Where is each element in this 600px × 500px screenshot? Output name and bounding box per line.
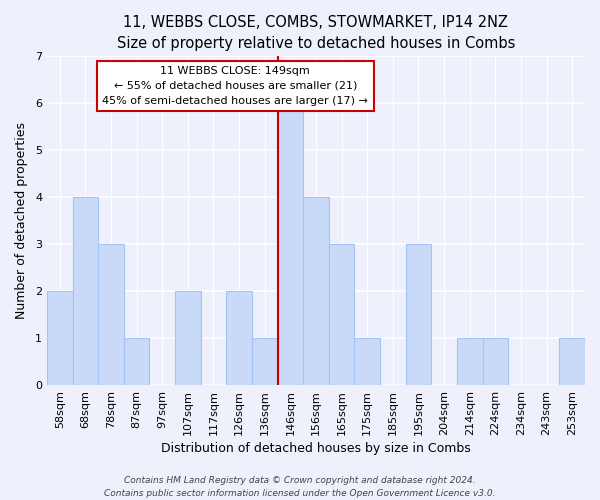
Bar <box>175 291 200 385</box>
Bar <box>355 338 380 385</box>
Title: 11, WEBBS CLOSE, COMBS, STOWMARKET, IP14 2NZ
Size of property relative to detach: 11, WEBBS CLOSE, COMBS, STOWMARKET, IP14… <box>117 15 515 51</box>
Bar <box>303 197 329 385</box>
Bar <box>457 338 482 385</box>
Bar <box>226 291 252 385</box>
Text: 11 WEBBS CLOSE: 149sqm
← 55% of detached houses are smaller (21)
45% of semi-det: 11 WEBBS CLOSE: 149sqm ← 55% of detached… <box>103 66 368 106</box>
X-axis label: Distribution of detached houses by size in Combs: Distribution of detached houses by size … <box>161 442 471 455</box>
Bar <box>406 244 431 385</box>
Bar <box>252 338 278 385</box>
Bar <box>124 338 149 385</box>
Bar <box>559 338 585 385</box>
Bar <box>47 291 73 385</box>
Bar <box>482 338 508 385</box>
Text: Contains HM Land Registry data © Crown copyright and database right 2024.
Contai: Contains HM Land Registry data © Crown c… <box>104 476 496 498</box>
Bar <box>98 244 124 385</box>
Y-axis label: Number of detached properties: Number of detached properties <box>15 122 28 319</box>
Bar <box>73 197 98 385</box>
Bar <box>329 244 355 385</box>
Bar <box>278 104 303 385</box>
